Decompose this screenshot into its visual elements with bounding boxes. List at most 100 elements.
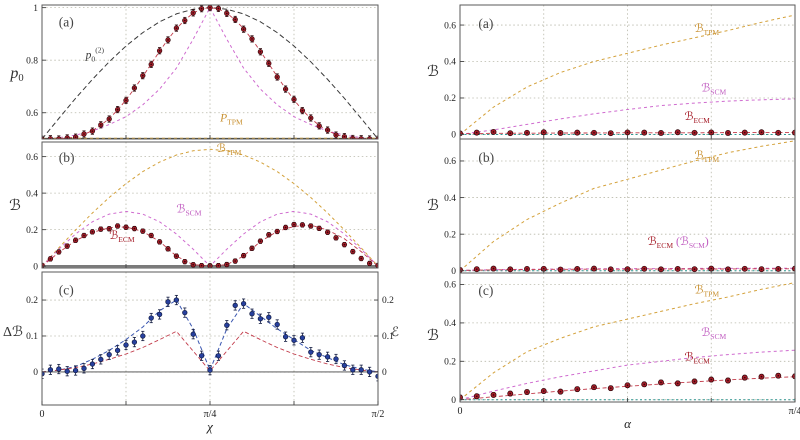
data-point bbox=[165, 299, 171, 305]
panel-left-c: 0.2 0.1 0 0.2 0.1 0 0 π/4 π/2 χ Δℬ ℰ (c) bbox=[3, 271, 399, 434]
data-point-dot bbox=[643, 383, 646, 386]
data-point bbox=[792, 373, 795, 380]
data-point bbox=[358, 367, 364, 373]
x-tick-label: 0 bbox=[458, 406, 463, 417]
x-axis-label: χ bbox=[205, 419, 213, 434]
y-tick-label: 0.2 bbox=[444, 230, 456, 240]
curve-label: ℬTPM bbox=[695, 149, 720, 164]
y-tick-label: 0 bbox=[451, 267, 456, 277]
y-tick-label: 1 bbox=[33, 4, 38, 14]
panel-letter: (c) bbox=[478, 283, 493, 298]
data-point bbox=[341, 362, 348, 369]
data-point-dot bbox=[284, 88, 287, 90]
data-point-dot bbox=[226, 263, 228, 266]
curve-dB-theory bbox=[42, 299, 378, 373]
data-point-dot bbox=[209, 6, 211, 9]
data-point-dot bbox=[593, 386, 595, 389]
data-point bbox=[64, 368, 70, 374]
data-point-dot bbox=[542, 390, 545, 392]
data-point bbox=[240, 300, 247, 307]
curve-label: ℬSCM bbox=[701, 81, 726, 96]
data-point bbox=[375, 262, 378, 268]
data-point-dot bbox=[217, 264, 220, 267]
panel-letter: (c) bbox=[59, 283, 74, 298]
data-point bbox=[299, 335, 306, 341]
data-point-dot bbox=[116, 225, 119, 227]
data-point bbox=[333, 356, 339, 362]
panel-plot-area bbox=[42, 5, 378, 139]
data-point-dot bbox=[492, 267, 495, 270]
y-tick-label-right: 0.1 bbox=[382, 332, 394, 342]
curve-label: ℬTPM bbox=[695, 284, 720, 299]
data-point-dot bbox=[693, 268, 696, 270]
y-axis-label: ℬ bbox=[427, 64, 439, 80]
y-tick-label: 0.6 bbox=[444, 157, 456, 167]
data-point bbox=[198, 353, 205, 359]
data-point-dot bbox=[693, 132, 696, 134]
data-point bbox=[207, 367, 213, 373]
data-point-dot bbox=[368, 262, 371, 265]
data-point-dot bbox=[576, 131, 579, 134]
curve-B-TPM bbox=[42, 148, 378, 267]
data-point-dot bbox=[526, 268, 528, 270]
data-point-dot bbox=[676, 131, 679, 134]
data-point-dot bbox=[66, 137, 68, 139]
panel-left-a: 1 0.8 0.6 p0 (a) p0(2) PTPM bbox=[9, 4, 379, 140]
data-point-dot bbox=[83, 234, 85, 237]
data-point-dot bbox=[475, 395, 478, 398]
data-point bbox=[81, 365, 87, 371]
panel-letter: (a) bbox=[59, 14, 74, 29]
y-axis-label: p0 bbox=[9, 65, 23, 84]
data-point-dot bbox=[710, 378, 713, 381]
data-point bbox=[350, 135, 356, 139]
data-point-dot bbox=[125, 226, 127, 229]
curve-B-TPM bbox=[460, 14, 795, 135]
data-point-dot bbox=[526, 132, 528, 134]
data-point bbox=[274, 321, 280, 328]
data-point-dot bbox=[200, 7, 203, 10]
curve-B-SCM bbox=[460, 349, 795, 401]
data-point-dot bbox=[150, 234, 152, 237]
data-point-dot bbox=[234, 260, 236, 262]
data-point-dot bbox=[509, 132, 512, 134]
curve-B-ECM-theory bbox=[460, 268, 795, 271]
x-tick-label: π/2 bbox=[372, 409, 385, 420]
data-point bbox=[173, 297, 180, 303]
data-point-dot bbox=[360, 257, 363, 260]
data-point-dot bbox=[727, 379, 729, 382]
data-point-dot bbox=[492, 394, 495, 396]
curve-p0-theory bbox=[42, 7, 378, 139]
curve-label: ℬSCM bbox=[701, 326, 726, 341]
x-tick-label: π/4 bbox=[204, 409, 217, 420]
y-tick-label: 0.8 bbox=[26, 56, 38, 66]
curve-label: ℬTPM bbox=[217, 142, 242, 157]
data-point-dot bbox=[100, 124, 102, 126]
data-point bbox=[182, 309, 188, 316]
data-point-dot bbox=[777, 268, 780, 270]
data-point-dot bbox=[760, 268, 763, 270]
curve-P-SCM bbox=[42, 6, 378, 139]
data-point-dot bbox=[284, 226, 287, 229]
data-point-dot bbox=[676, 382, 679, 385]
y-tick-label: 0.4 bbox=[444, 58, 456, 68]
data-point bbox=[460, 394, 463, 401]
curve-B-SCM bbox=[460, 98, 795, 135]
data-point-dot bbox=[593, 267, 595, 270]
data-point-dot bbox=[576, 268, 579, 270]
data-point-dot bbox=[91, 130, 94, 132]
y-tick-label: 0.4 bbox=[444, 319, 456, 329]
data-point-dot bbox=[242, 254, 245, 257]
curve-B-ECM-theory bbox=[460, 376, 795, 401]
data-point-dot bbox=[192, 12, 194, 14]
data-point-dot bbox=[175, 255, 178, 257]
data-point-dot bbox=[217, 7, 220, 10]
data-point-dot bbox=[108, 118, 110, 120]
data-point bbox=[98, 356, 104, 362]
curve-B-TPM bbox=[460, 140, 795, 272]
y-tick-label: 0.6 bbox=[444, 281, 456, 291]
y-tick-label: 0.2 bbox=[444, 94, 456, 104]
data-point-dot bbox=[727, 268, 729, 271]
x-tick-label: π/4 bbox=[789, 406, 800, 417]
